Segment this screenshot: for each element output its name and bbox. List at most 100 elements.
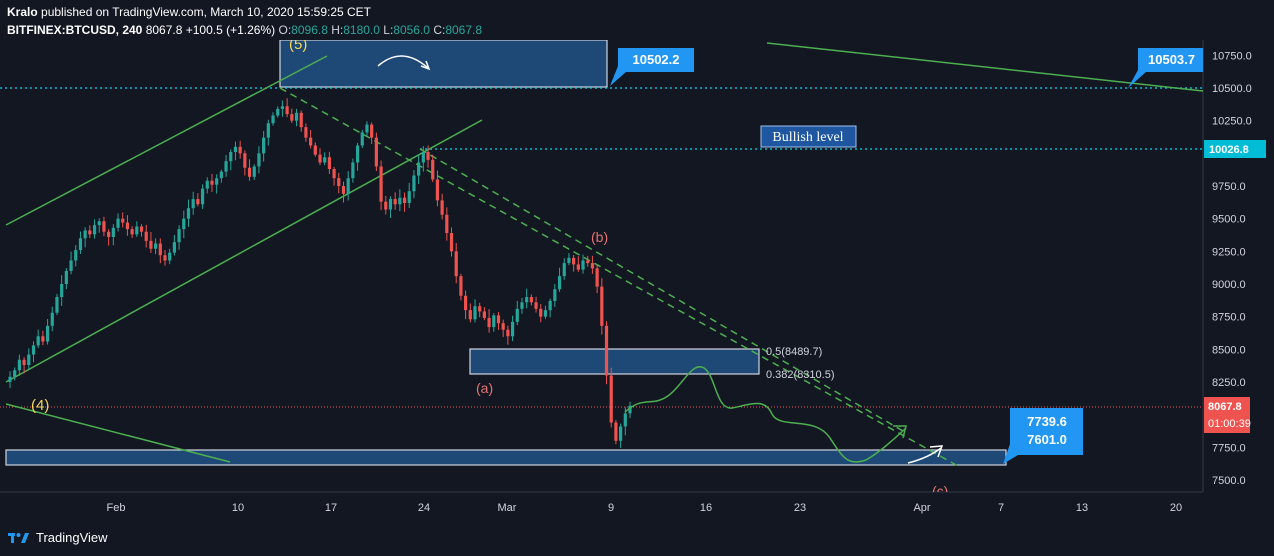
channel-lower-line[interactable] — [5, 119, 483, 383]
bounce-arrow-icon — [907, 447, 942, 464]
candle-body — [262, 137, 266, 154]
candle-body — [139, 226, 144, 232]
candle-body — [445, 214, 449, 234]
fib-0382-label: 0.382(8310.5) — [766, 369, 835, 381]
candle-body — [135, 226, 139, 235]
candle-body — [355, 145, 360, 163]
candle-body — [323, 157, 327, 163]
x-tick-label: 23 — [794, 502, 806, 514]
candle-body — [88, 230, 92, 235]
x-tick-label: 10 — [232, 502, 244, 514]
candle-body — [64, 270, 68, 284]
candle-body — [17, 359, 21, 371]
x-tick-label: 9 — [608, 502, 614, 514]
candle-body — [496, 315, 501, 324]
candle-body — [266, 123, 270, 138]
candle-body — [327, 157, 331, 170]
candle-body — [417, 162, 421, 176]
candle-body — [351, 162, 355, 179]
callout-10503[interactable]: 10503.7 — [1128, 48, 1203, 88]
candle-body — [313, 145, 317, 155]
candle-body — [623, 413, 627, 427]
tradingview-logo-icon — [8, 532, 29, 543]
candle-body — [492, 315, 496, 328]
candle-body — [426, 152, 430, 160]
candle-body — [402, 197, 407, 203]
candle-body — [595, 268, 599, 287]
candle-body — [468, 310, 472, 320]
long-trendline[interactable] — [766, 42, 1203, 92]
candle-body — [74, 250, 78, 261]
candle-body — [525, 297, 529, 303]
y-tick-label: 7750.0 — [1212, 442, 1246, 454]
candle-body — [97, 221, 101, 226]
dashed-downtrend-1[interactable] — [279, 87, 959, 467]
x-tick-label: Feb — [107, 502, 126, 514]
demand-zone-box[interactable] — [5, 449, 1007, 466]
wave-c-label: (c) — [932, 483, 948, 499]
candle-body — [604, 325, 609, 376]
level-mid-price-tag — [1204, 140, 1266, 158]
candle-body — [332, 169, 336, 179]
candle-body — [215, 178, 219, 185]
candle-body — [600, 286, 604, 326]
curved-arrow-icon — [377, 55, 429, 69]
fib-zone-box[interactable] — [469, 348, 760, 375]
candle-body — [130, 229, 134, 235]
candle-body — [299, 112, 303, 128]
candle-body — [149, 240, 153, 249]
last-price-tag-text: 8067.8 — [1208, 401, 1242, 413]
candle-body — [83, 230, 87, 239]
projection-path[interactable] — [624, 366, 907, 463]
candle-body — [370, 124, 374, 138]
candle-body — [290, 114, 294, 121]
channel-upper-line[interactable] — [5, 55, 328, 226]
candle-body — [557, 276, 562, 290]
candle-body — [22, 359, 26, 366]
candle-body — [487, 317, 491, 328]
y-tick-label: 10500.0 — [1212, 83, 1252, 95]
candle-body — [285, 106, 289, 115]
candle-body — [365, 124, 369, 133]
supply-zone-box[interactable] — [279, 40, 608, 88]
x-tick-label: 24 — [418, 502, 430, 514]
time-axis[interactable]: Feb 10 17 24 Mar 9 16 23 Apr 7 13 20 — [107, 502, 1183, 514]
author-name[interactable]: Kralo — [7, 5, 38, 19]
candle-body — [388, 199, 393, 210]
callout-10502[interactable]: 10502.2 — [610, 48, 694, 86]
candle-body — [121, 218, 125, 223]
x-tick-label: 13 — [1076, 502, 1088, 514]
callout-7739[interactable]: 7739.6 7601.0 — [1003, 408, 1083, 464]
tradingview-brand-text: TradingView — [36, 530, 108, 545]
candle-body — [182, 218, 186, 230]
candle-body — [200, 188, 205, 205]
candle-body — [609, 375, 613, 423]
projection-arrow-icon — [893, 425, 907, 439]
x-tick-label: Mar — [498, 502, 517, 514]
candle-body — [107, 231, 111, 237]
candle-body — [31, 345, 36, 355]
wave4-trendline[interactable] — [5, 403, 231, 463]
dashed-downtrend-2[interactable] — [419, 148, 904, 432]
close-value: 8067.8 — [445, 23, 483, 37]
candle-body — [280, 106, 285, 109]
candle-body — [459, 276, 463, 296]
candle-body — [576, 264, 580, 270]
candle-body — [628, 405, 632, 414]
candle-body — [78, 238, 83, 251]
candle-body — [233, 146, 238, 153]
candle-body — [60, 284, 64, 298]
candle-body — [27, 354, 31, 366]
candle-body — [464, 295, 468, 311]
candle-body — [36, 336, 40, 346]
bullish-level-tag[interactable] — [760, 125, 857, 148]
candlestick-series[interactable] — [8, 98, 632, 448]
candle-body — [478, 306, 482, 312]
fib-05-label: 0.5(8489.7) — [766, 346, 822, 358]
price-change: +100.5 (+1.26%) — [185, 23, 276, 37]
tradingview-brand[interactable]: TradingView — [8, 530, 108, 545]
y-tick-label: 9500.0 — [1212, 214, 1246, 226]
low-value: 8056.0 — [393, 23, 430, 37]
bounce-arrow-head-icon — [929, 445, 944, 458]
